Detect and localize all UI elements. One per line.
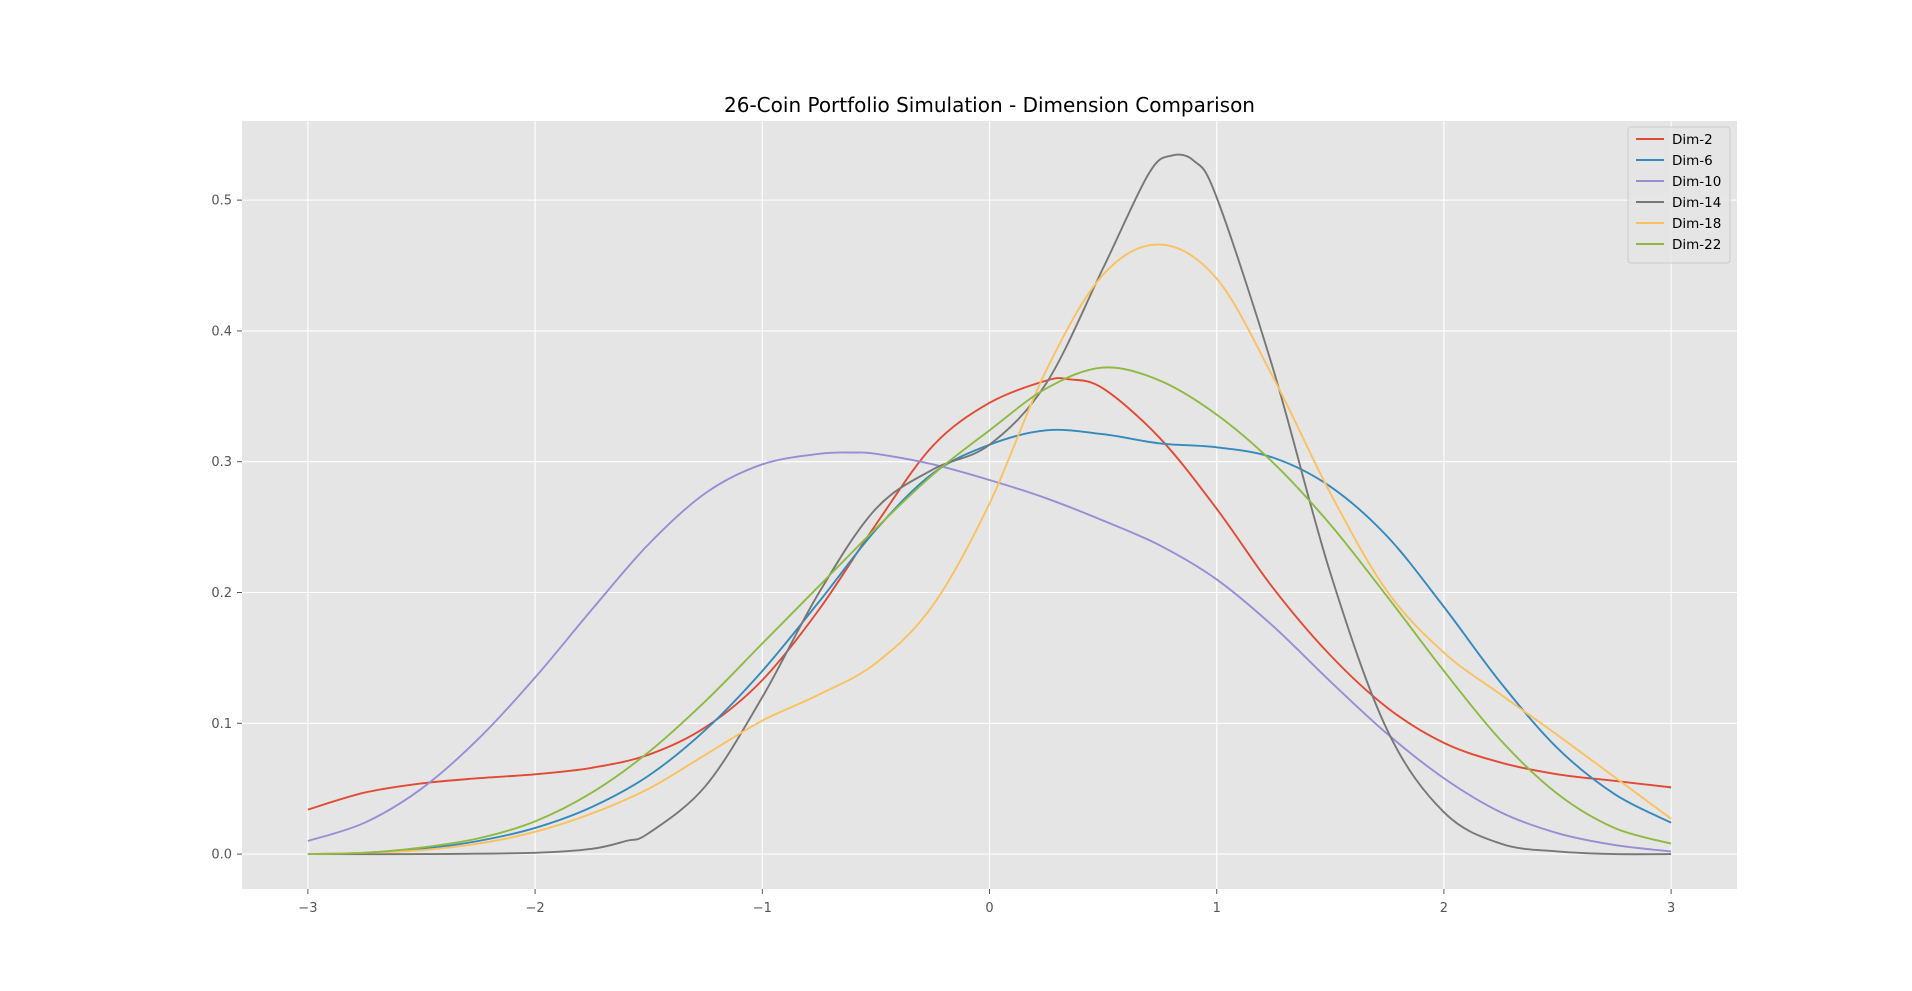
y-tick-label: 0.2 <box>211 586 232 601</box>
legend-entry: Dim-22 <box>1672 237 1721 253</box>
series-line-dim-22 <box>307 366 1672 856</box>
x-tick-label: −3 <box>298 901 317 916</box>
series-line-dim-2 <box>307 377 1672 811</box>
y-tick-label: 0.0 <box>211 848 232 863</box>
y-tick-label: 0.5 <box>211 194 232 209</box>
x-tick-label: 0 <box>985 901 993 916</box>
x-tick-label: 2 <box>1440 901 1448 916</box>
y-tick-label: 0.4 <box>211 324 232 339</box>
legend-entry: Dim-10 <box>1672 174 1721 190</box>
y-tick-label: 0.1 <box>211 717 232 732</box>
series-line-dim-10 <box>307 451 1672 853</box>
x-tick-label: 1 <box>1213 901 1221 916</box>
chart-title: 26-Coin Portfolio Simulation - Dimension… <box>724 93 1255 117</box>
legend: Dim-2 Dim-6 Dim-10 Dim-14 Dim-18 Dim-22 <box>1627 126 1731 264</box>
legend-box <box>1627 126 1731 264</box>
legend-entry: Dim-14 <box>1672 195 1721 211</box>
series-line-dim-18 <box>307 243 1672 856</box>
x-axis: −3 −2 −1 0 1 2 3 <box>298 889 1675 916</box>
x-tick-label: −2 <box>526 901 545 916</box>
legend-entry: Dim-18 <box>1672 216 1721 232</box>
series-line-dim-14 <box>307 153 1672 856</box>
legend-entry: Dim-2 <box>1672 132 1713 148</box>
legend-entry: Dim-6 <box>1672 153 1713 169</box>
y-tick-label: 0.3 <box>211 455 232 470</box>
series-lines <box>307 153 1672 856</box>
grid <box>242 121 1737 889</box>
y-axis: 0.0 0.1 0.2 0.3 0.4 0.5 <box>211 194 242 863</box>
x-tick-label: −1 <box>753 901 772 916</box>
x-tick-label: 3 <box>1667 901 1675 916</box>
